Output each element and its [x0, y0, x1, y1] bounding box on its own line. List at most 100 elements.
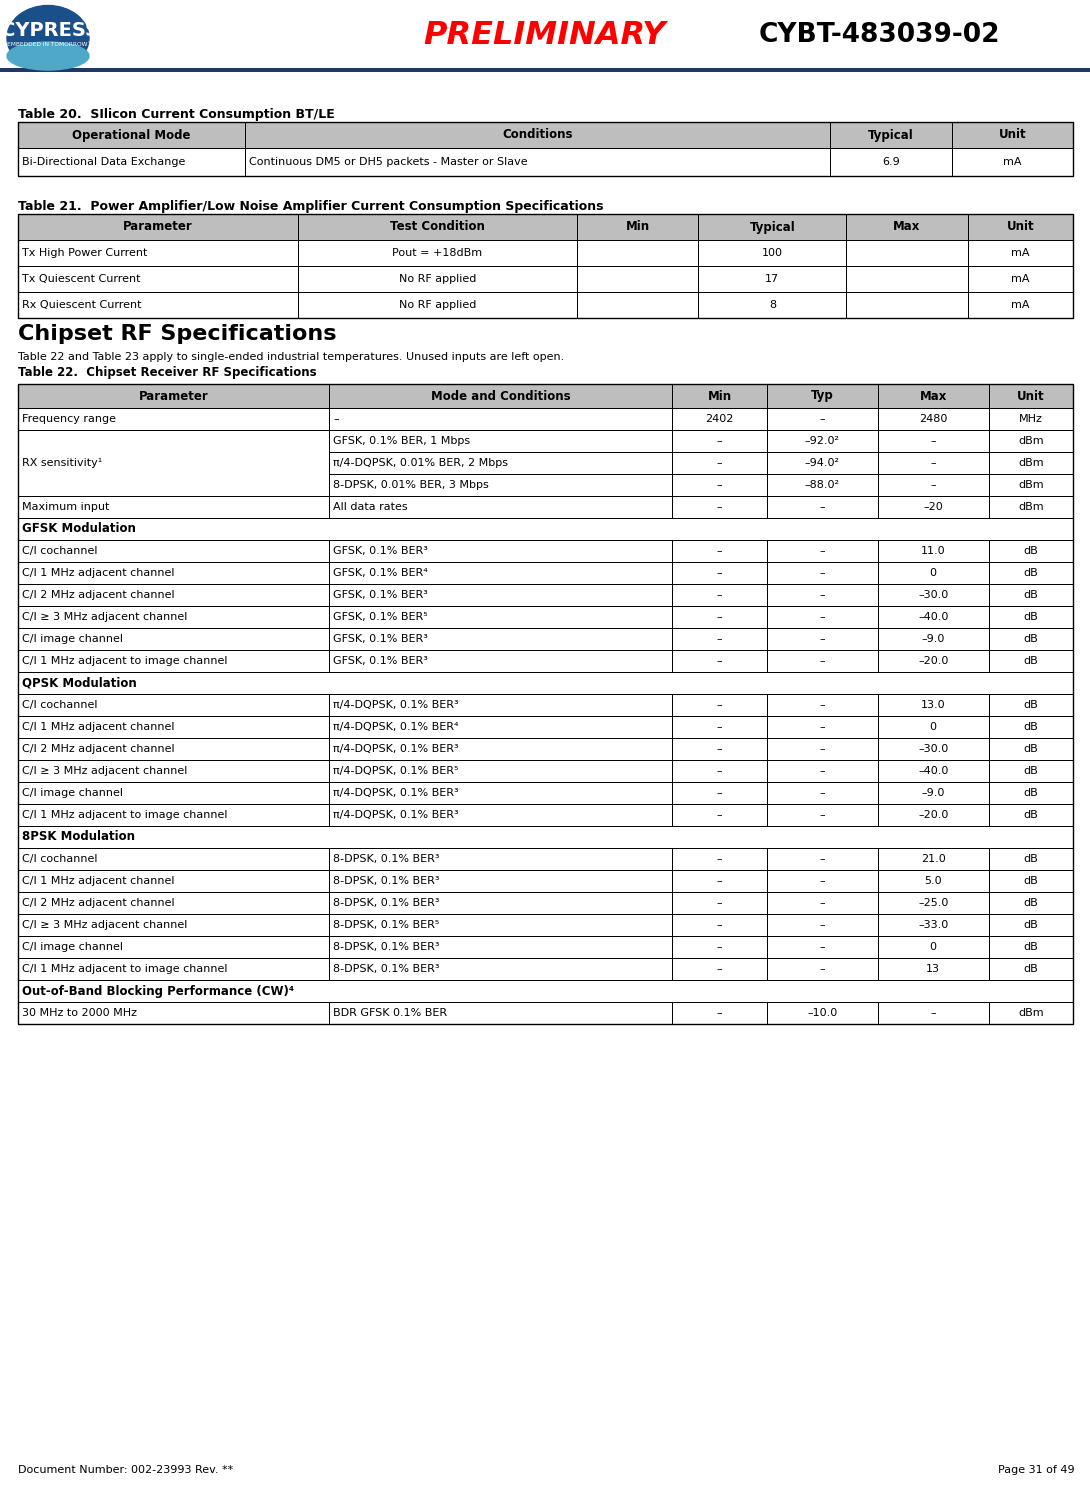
Bar: [767, 781, 877, 804]
Text: C/I 2 MHz adjacent channel: C/I 2 MHz adjacent channel: [22, 898, 174, 908]
Text: dBm: dBm: [1018, 502, 1043, 512]
Text: Typical: Typical: [868, 128, 913, 142]
Text: Table 20.  SIlicon Current Consumption BT/LE: Table 20. SIlicon Current Consumption BT…: [19, 108, 335, 121]
Bar: [989, 650, 1073, 672]
Bar: [767, 870, 877, 892]
Text: –33.0: –33.0: [918, 920, 948, 929]
Bar: [577, 291, 699, 318]
Bar: [767, 937, 877, 958]
Bar: [19, 781, 329, 804]
Text: –20.0: –20.0: [918, 656, 948, 666]
Text: –30.0: –30.0: [918, 744, 948, 754]
Ellipse shape: [7, 42, 89, 70]
Bar: [19, 826, 1073, 849]
Bar: [329, 627, 673, 650]
Text: GFSK, 0.1% BER, 1 Mbps: GFSK, 0.1% BER, 1 Mbps: [334, 436, 471, 447]
Text: –: –: [717, 898, 723, 908]
Text: C/I 1 MHz adjacent channel: C/I 1 MHz adjacent channel: [22, 568, 174, 578]
Text: 0: 0: [930, 722, 936, 732]
Text: Min: Min: [707, 390, 731, 402]
Text: Chipset RF Specifications: Chipset RF Specifications: [19, 324, 337, 344]
Bar: [989, 937, 1073, 958]
Bar: [19, 672, 1073, 695]
Bar: [767, 474, 877, 496]
Bar: [329, 914, 673, 937]
Bar: [329, 716, 673, 738]
Text: No RF applied: No RF applied: [399, 300, 476, 309]
Bar: [673, 849, 767, 870]
Bar: [19, 214, 1073, 318]
Text: π/4-DQPSK, 0.1% BER³: π/4-DQPSK, 0.1% BER³: [334, 810, 459, 820]
Bar: [673, 738, 767, 760]
Text: –25.0: –25.0: [918, 898, 948, 908]
Bar: [673, 627, 767, 650]
Bar: [877, 408, 989, 430]
Bar: [19, 291, 298, 318]
Bar: [699, 291, 846, 318]
Bar: [673, 474, 767, 496]
Text: 2402: 2402: [705, 414, 734, 424]
Bar: [329, 539, 673, 562]
Text: 8-DPSK, 0.1% BER³: 8-DPSK, 0.1% BER³: [334, 964, 439, 974]
Text: Parameter: Parameter: [138, 390, 208, 402]
Text: –: –: [820, 744, 825, 754]
Bar: [329, 937, 673, 958]
Text: Max: Max: [893, 221, 921, 233]
Text: Unit: Unit: [1017, 390, 1044, 402]
Bar: [329, 760, 673, 781]
Bar: [329, 408, 673, 430]
Bar: [673, 430, 767, 453]
Bar: [329, 562, 673, 584]
Text: 8: 8: [768, 300, 776, 309]
Text: –: –: [820, 875, 825, 886]
Text: –: –: [717, 855, 723, 864]
Bar: [877, 430, 989, 453]
Text: –: –: [820, 502, 825, 512]
Text: –: –: [820, 810, 825, 820]
Bar: [19, 539, 329, 562]
Text: dBm: dBm: [1018, 459, 1043, 468]
Bar: [767, 584, 877, 607]
Bar: [846, 241, 968, 266]
Text: –: –: [931, 436, 936, 447]
Text: dB: dB: [1024, 766, 1038, 775]
Bar: [577, 266, 699, 291]
Text: PRELIMINARY: PRELIMINARY: [424, 19, 666, 51]
Bar: [877, 1002, 989, 1023]
Text: –: –: [717, 722, 723, 732]
Text: –20.0: –20.0: [918, 810, 948, 820]
Text: dB: dB: [1024, 590, 1038, 601]
Bar: [673, 650, 767, 672]
Bar: [329, 695, 673, 716]
Text: –: –: [717, 875, 723, 886]
Text: –: –: [820, 787, 825, 798]
Text: mA: mA: [1003, 157, 1021, 167]
Bar: [19, 870, 329, 892]
Text: 17: 17: [765, 273, 779, 284]
Text: Document Number: 002-23993 Rev. **: Document Number: 002-23993 Rev. **: [19, 1466, 233, 1475]
Bar: [989, 849, 1073, 870]
Text: All data rates: All data rates: [334, 502, 408, 512]
Text: π/4-DQPSK, 0.1% BER³: π/4-DQPSK, 0.1% BER³: [334, 787, 459, 798]
Text: π/4-DQPSK, 0.1% BER⁵: π/4-DQPSK, 0.1% BER⁵: [334, 766, 459, 775]
Bar: [329, 650, 673, 672]
Text: –9.0: –9.0: [921, 787, 945, 798]
Bar: [673, 453, 767, 474]
Text: –: –: [820, 898, 825, 908]
Bar: [877, 650, 989, 672]
Text: mA: mA: [1012, 248, 1029, 258]
Text: –40.0: –40.0: [918, 766, 948, 775]
Bar: [877, 892, 989, 914]
Text: No RF applied: No RF applied: [399, 273, 476, 284]
Text: –20: –20: [923, 502, 943, 512]
Bar: [846, 266, 968, 291]
Text: –: –: [717, 964, 723, 974]
Text: GFSK, 0.1% BER³: GFSK, 0.1% BER³: [334, 590, 428, 601]
Bar: [19, 914, 329, 937]
Text: –: –: [717, 701, 723, 710]
Text: GFSK, 0.1% BER³: GFSK, 0.1% BER³: [334, 545, 428, 556]
Text: –: –: [334, 414, 339, 424]
Bar: [245, 148, 831, 176]
Bar: [673, 695, 767, 716]
Bar: [989, 627, 1073, 650]
